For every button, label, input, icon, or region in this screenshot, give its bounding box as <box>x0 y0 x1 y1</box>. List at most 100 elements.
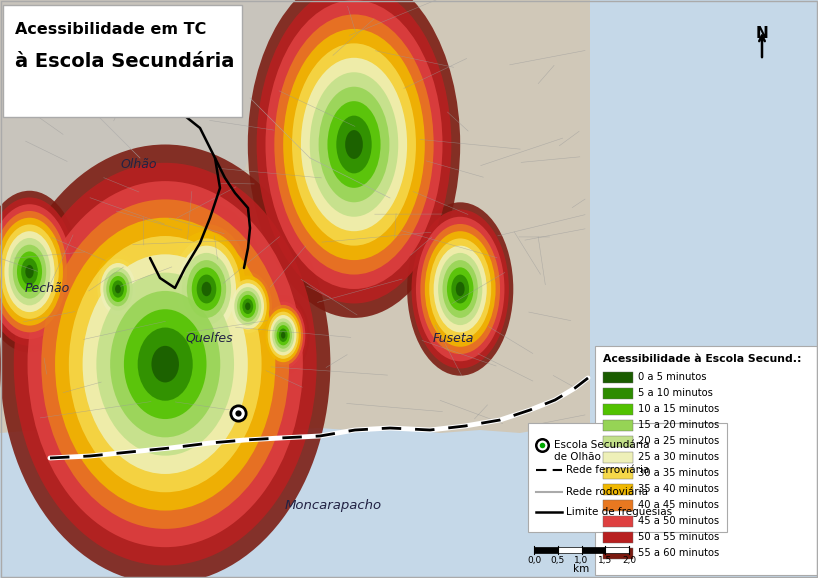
Text: km: km <box>573 564 590 574</box>
Text: 30 a 35 minutos: 30 a 35 minutos <box>638 469 719 479</box>
Ellipse shape <box>0 211 67 332</box>
Ellipse shape <box>112 280 124 298</box>
Ellipse shape <box>452 275 469 303</box>
Text: 1,0: 1,0 <box>574 556 589 565</box>
Ellipse shape <box>407 202 514 376</box>
Ellipse shape <box>263 305 303 366</box>
Ellipse shape <box>267 312 299 359</box>
Ellipse shape <box>0 144 330 578</box>
Text: 40 a 45 minutos: 40 a 45 minutos <box>638 501 719 510</box>
Ellipse shape <box>191 267 221 311</box>
Ellipse shape <box>218 264 277 349</box>
Ellipse shape <box>257 0 452 303</box>
Ellipse shape <box>147 202 266 376</box>
Ellipse shape <box>115 285 121 293</box>
Ellipse shape <box>429 238 491 339</box>
Ellipse shape <box>215 260 281 353</box>
Text: 10 a 15 minutos: 10 a 15 minutos <box>638 405 719 414</box>
Text: 25 a 30 minutos: 25 a 30 minutos <box>638 453 719 462</box>
Ellipse shape <box>151 346 179 383</box>
Ellipse shape <box>106 272 130 306</box>
Text: 1,5: 1,5 <box>598 556 613 565</box>
Ellipse shape <box>240 295 256 318</box>
FancyBboxPatch shape <box>528 423 727 532</box>
Text: 35 a 40 minutos: 35 a 40 minutos <box>638 484 719 495</box>
Ellipse shape <box>83 237 154 341</box>
Ellipse shape <box>231 283 264 329</box>
Ellipse shape <box>281 332 285 339</box>
Text: N: N <box>756 26 768 41</box>
Ellipse shape <box>447 267 474 311</box>
Ellipse shape <box>201 281 211 296</box>
Bar <box>603 500 633 511</box>
Bar <box>603 548 633 559</box>
Ellipse shape <box>0 191 79 353</box>
Text: 0,5: 0,5 <box>551 556 565 565</box>
Ellipse shape <box>152 209 261 369</box>
Ellipse shape <box>237 291 258 322</box>
Ellipse shape <box>41 199 289 529</box>
Ellipse shape <box>88 246 147 332</box>
Bar <box>603 452 633 463</box>
Ellipse shape <box>21 258 38 285</box>
Text: 2,0: 2,0 <box>622 556 636 565</box>
Ellipse shape <box>110 291 220 438</box>
Text: Rede rodoviária: Rede rodoviária <box>566 487 648 497</box>
Ellipse shape <box>172 238 241 339</box>
Ellipse shape <box>221 268 275 345</box>
FancyBboxPatch shape <box>595 346 817 575</box>
Ellipse shape <box>17 251 42 292</box>
Text: 50 a 55 minutos: 50 a 55 minutos <box>638 532 719 543</box>
Ellipse shape <box>434 246 487 332</box>
Ellipse shape <box>272 318 294 352</box>
Ellipse shape <box>266 308 301 362</box>
Ellipse shape <box>0 218 63 325</box>
Ellipse shape <box>94 254 142 324</box>
Ellipse shape <box>242 299 254 314</box>
Bar <box>603 532 633 543</box>
Ellipse shape <box>177 246 236 332</box>
Ellipse shape <box>124 309 206 419</box>
Polygon shape <box>175 0 370 143</box>
Bar <box>603 372 633 383</box>
Text: Fuseta: Fuseta <box>433 332 474 344</box>
Text: Escola Secundária
de Olhão: Escola Secundária de Olhão <box>554 440 649 462</box>
Ellipse shape <box>336 116 371 173</box>
Text: à Escola Secundária: à Escola Secundária <box>15 52 235 71</box>
Text: 45 a 50 minutos: 45 a 50 minutos <box>638 517 719 527</box>
Text: Acessibilidade em TC: Acessibilidade em TC <box>15 22 206 37</box>
Text: 0,0: 0,0 <box>527 556 542 565</box>
Ellipse shape <box>425 231 496 347</box>
Ellipse shape <box>274 322 292 349</box>
Ellipse shape <box>443 260 478 318</box>
Text: Moncarapacho: Moncarapacho <box>285 499 382 512</box>
Ellipse shape <box>310 72 398 217</box>
Ellipse shape <box>109 276 127 302</box>
Bar <box>603 468 633 479</box>
Bar <box>603 484 633 495</box>
Ellipse shape <box>14 163 317 565</box>
Ellipse shape <box>55 218 276 510</box>
Text: 20 a 25 minutos: 20 a 25 minutos <box>638 436 719 446</box>
Ellipse shape <box>4 231 55 312</box>
Ellipse shape <box>13 244 46 299</box>
Text: 5 a 10 minutos: 5 a 10 minutos <box>638 388 712 398</box>
Ellipse shape <box>103 267 133 311</box>
Text: Quelfes: Quelfes <box>186 332 233 344</box>
Ellipse shape <box>83 254 248 474</box>
Ellipse shape <box>234 287 261 325</box>
Ellipse shape <box>283 29 425 260</box>
Text: 0 a 5 minutos: 0 a 5 minutos <box>638 372 707 383</box>
Polygon shape <box>0 0 255 228</box>
Ellipse shape <box>257 295 310 376</box>
Ellipse shape <box>25 265 34 279</box>
Ellipse shape <box>270 315 296 355</box>
Ellipse shape <box>229 279 267 334</box>
Bar <box>603 404 633 415</box>
Ellipse shape <box>416 217 505 361</box>
Ellipse shape <box>245 302 250 310</box>
Bar <box>603 436 633 447</box>
Ellipse shape <box>0 224 59 319</box>
Ellipse shape <box>301 58 407 231</box>
Ellipse shape <box>162 224 251 354</box>
